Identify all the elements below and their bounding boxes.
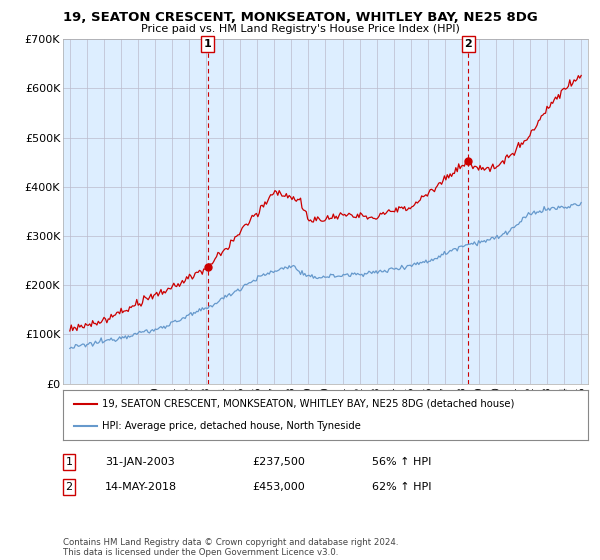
Text: 1: 1 [204, 39, 211, 49]
Text: 62% ↑ HPI: 62% ↑ HPI [372, 482, 431, 492]
Text: Contains HM Land Registry data © Crown copyright and database right 2024.
This d: Contains HM Land Registry data © Crown c… [63, 538, 398, 557]
Text: £237,500: £237,500 [252, 457, 305, 467]
Text: 56% ↑ HPI: 56% ↑ HPI [372, 457, 431, 467]
Text: 1: 1 [65, 457, 73, 467]
Text: Price paid vs. HM Land Registry's House Price Index (HPI): Price paid vs. HM Land Registry's House … [140, 24, 460, 34]
Text: HPI: Average price, detached house, North Tyneside: HPI: Average price, detached house, Nort… [103, 421, 361, 431]
Text: 2: 2 [464, 39, 472, 49]
Text: 14-MAY-2018: 14-MAY-2018 [105, 482, 177, 492]
Text: 19, SEATON CRESCENT, MONKSEATON, WHITLEY BAY, NE25 8DG: 19, SEATON CRESCENT, MONKSEATON, WHITLEY… [62, 11, 538, 24]
Text: 31-JAN-2003: 31-JAN-2003 [105, 457, 175, 467]
Text: 19, SEATON CRESCENT, MONKSEATON, WHITLEY BAY, NE25 8DG (detached house): 19, SEATON CRESCENT, MONKSEATON, WHITLEY… [103, 399, 515, 409]
Text: 2: 2 [65, 482, 73, 492]
Text: £453,000: £453,000 [252, 482, 305, 492]
